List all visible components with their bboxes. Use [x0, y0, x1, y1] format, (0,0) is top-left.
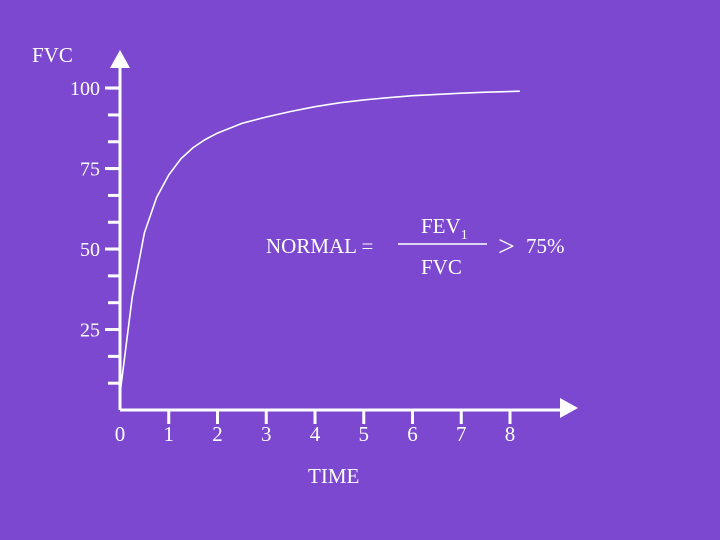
y-tick-label: 25	[80, 320, 100, 342]
annotation-comparison: >	[498, 230, 515, 263]
series-line	[119, 90, 520, 395]
annotation-denominator: FVC	[421, 255, 462, 279]
y-axis-title: FVC	[32, 43, 73, 67]
x-tick-label: 4	[310, 422, 321, 446]
x-tick-label: 1	[164, 422, 175, 446]
axes	[110, 50, 578, 418]
numerator-text: FEV	[421, 214, 461, 238]
y-tick-label: 100	[70, 78, 100, 100]
x-tick-label: 6	[407, 422, 418, 446]
y-axis-arrow	[110, 50, 130, 68]
y-ticks: 100 75 50 25	[70, 78, 120, 385]
x-axis-title: TIME	[308, 464, 359, 488]
annotation-threshold: 75%	[526, 234, 565, 258]
annotation-numerator: FEV1	[421, 214, 468, 243]
x-axis-arrow	[560, 398, 578, 418]
y-tick-label: 75	[80, 159, 100, 181]
x-tick-label: 2	[212, 422, 223, 446]
x-ticks: 0 1 2 3 4 5 6 7 8	[115, 410, 516, 446]
numerator-subscript: 1	[461, 228, 468, 243]
x-tick-label: 3	[261, 422, 272, 446]
x-tick-label: 0	[115, 422, 126, 446]
ratio-annotation: NORMAL = FEV1 FVC > 75%	[266, 214, 565, 279]
annotation-prefix: NORMAL =	[266, 234, 373, 258]
x-tick-label: 8	[505, 422, 516, 446]
x-tick-label: 7	[456, 422, 467, 446]
x-tick-label: 5	[359, 422, 370, 446]
y-tick-label: 50	[80, 239, 100, 261]
